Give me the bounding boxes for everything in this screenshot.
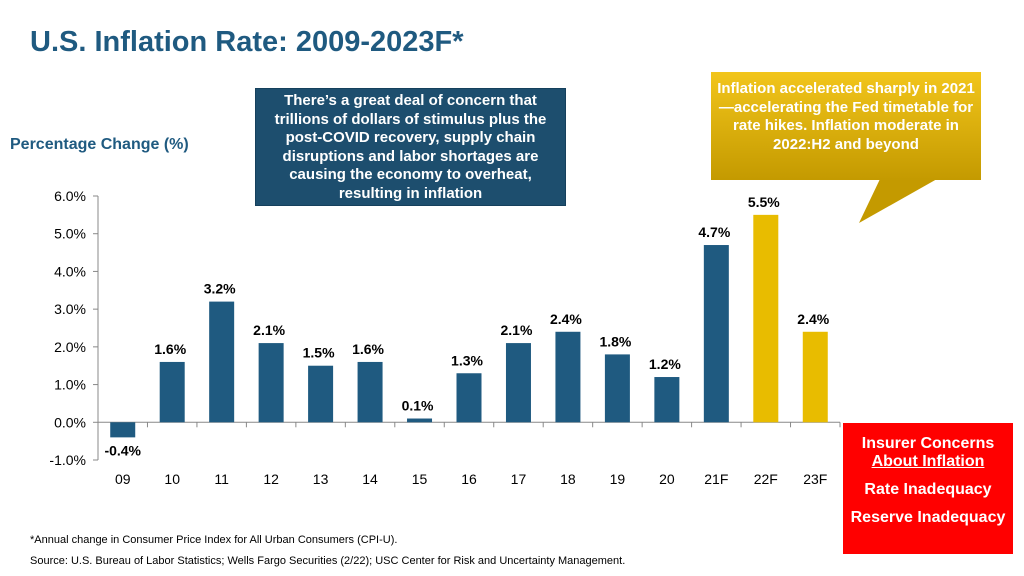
bar-16: [456, 373, 482, 423]
data-label-09: -0.4%: [104, 442, 141, 458]
data-label-22F: 5.5%: [748, 194, 780, 210]
bar-22F: [753, 214, 779, 423]
bar-13: [308, 365, 334, 423]
x-tick-label-18: 18: [560, 471, 576, 487]
x-tick-label-17: 17: [511, 471, 527, 487]
x-tick-label-14: 14: [362, 471, 378, 487]
callout-pointer: [859, 179, 937, 223]
x-tick-label-13: 13: [313, 471, 329, 487]
bar-17: [505, 343, 531, 423]
data-label-14: 1.6%: [352, 341, 384, 357]
data-label-12: 2.1%: [253, 322, 285, 338]
data-label-16: 1.3%: [451, 352, 483, 368]
data-label-11: 3.2%: [204, 281, 236, 297]
concerns-subtitle: About Inflation: [871, 453, 985, 470]
data-label-20: 1.2%: [649, 356, 681, 372]
y-tick-label: 0.0%: [54, 414, 86, 430]
bar-20: [654, 377, 680, 423]
bar-15: [407, 418, 433, 423]
y-tick-label: 4.0%: [54, 263, 86, 279]
chart-title: U.S. Inflation Rate: 2009-2023F*: [30, 26, 464, 58]
data-label-15: 0.1%: [402, 398, 434, 414]
stimulus-concern-callout: There’s a great deal of concern that tri…: [255, 88, 566, 206]
y-tick-label: 2.0%: [54, 339, 86, 355]
data-label-23F: 2.4%: [797, 311, 829, 327]
x-tick-label-20: 20: [659, 471, 675, 487]
bar-19: [604, 354, 630, 423]
concerns-title: Insurer Concerns: [861, 435, 995, 452]
x-tick-label-21F: 21F: [704, 471, 728, 487]
y-tick-label: 1.0%: [54, 377, 86, 393]
bar-18: [555, 331, 581, 423]
footnote: *Annual change in Consumer Price Index f…: [30, 534, 398, 546]
x-tick-label-10: 10: [164, 471, 180, 487]
y-tick-label: 3.0%: [54, 301, 86, 317]
bar-23F: [802, 331, 828, 423]
data-label-19: 1.8%: [599, 333, 631, 349]
bar-14: [357, 361, 383, 423]
fed-inflation-callout: Inflation accelerated sharply in 2021—ac…: [711, 72, 981, 180]
x-tick-label-16: 16: [461, 471, 477, 487]
source-note: Source: U.S. Bureau of Labor Statistics;…: [30, 555, 626, 567]
concern-reserve-inadequacy: Reserve Inadequacy: [850, 509, 1006, 526]
concern-rate-inadequacy: Rate Inadequacy: [864, 481, 992, 498]
y-tick-label: 6.0%: [54, 188, 86, 204]
x-tick-label-19: 19: [610, 471, 626, 487]
x-tick-label-23F: 23F: [803, 471, 827, 487]
data-label-10: 1.6%: [154, 341, 186, 357]
y-axis-label: Percentage Change (%): [10, 136, 189, 153]
x-tick-label-09: 09: [115, 471, 131, 487]
bar-09: [110, 422, 136, 438]
x-tick-label-22F: 22F: [754, 471, 778, 487]
data-label-17: 2.1%: [501, 322, 533, 338]
bar-21F: [703, 245, 729, 423]
data-label-18: 2.4%: [550, 311, 582, 327]
bar-11: [209, 301, 235, 423]
y-tick-label: -1.0%: [49, 452, 86, 468]
x-tick-label-15: 15: [412, 471, 428, 487]
x-tick-label-12: 12: [263, 471, 279, 487]
bar-10: [159, 361, 185, 423]
data-label-13: 1.5%: [303, 345, 335, 361]
y-tick-label: 5.0%: [54, 226, 86, 242]
x-tick-label-11: 11: [214, 471, 229, 487]
insurer-concerns-box: Insurer Concerns About Inflation Rate In…: [843, 423, 1013, 554]
bar-12: [258, 343, 284, 423]
data-label-21F: 4.7%: [698, 224, 730, 240]
